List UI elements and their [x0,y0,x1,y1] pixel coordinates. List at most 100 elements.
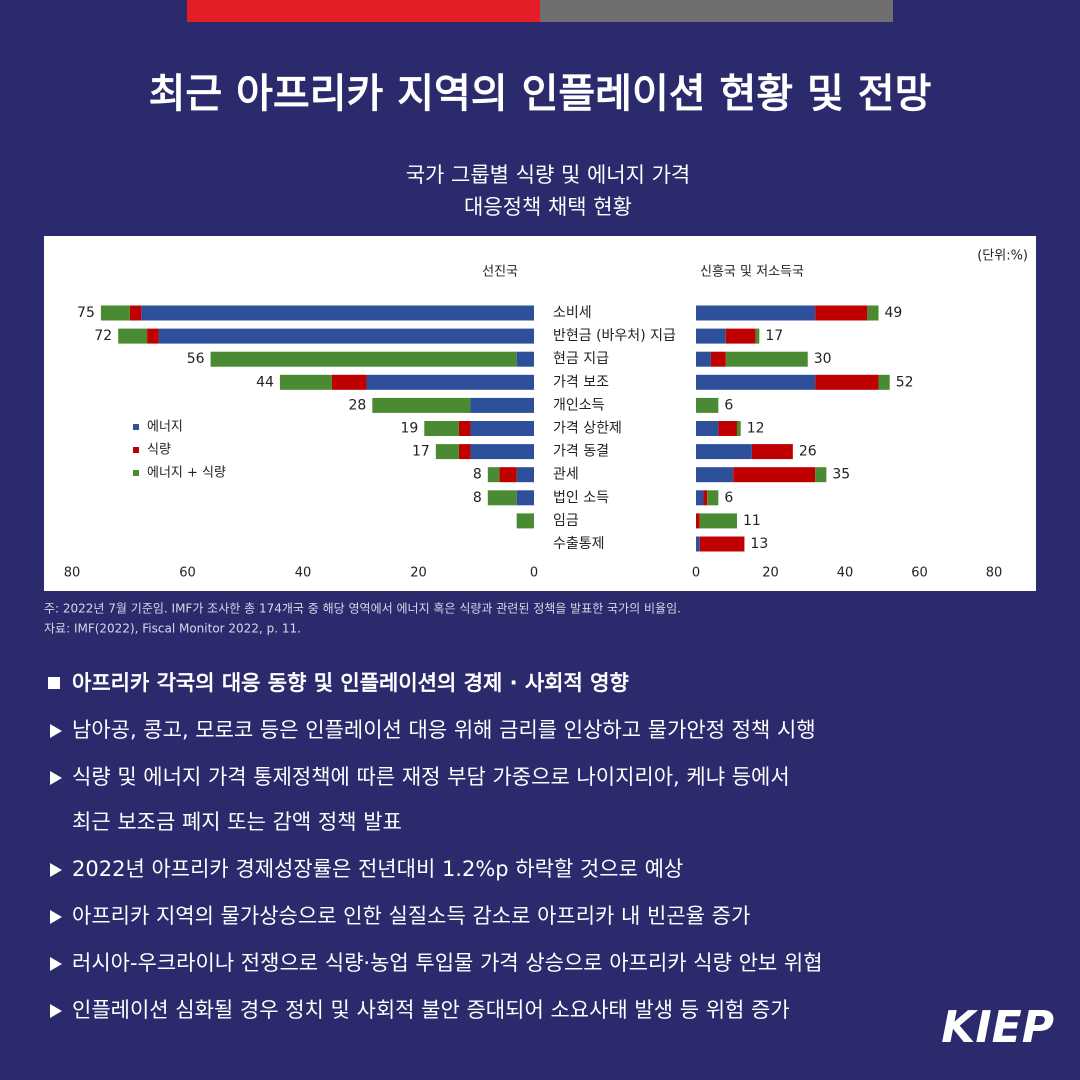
bar-segment [725,328,756,344]
bullet-arrow [50,910,62,924]
bar-segment [696,351,711,367]
bar-segment [516,467,534,483]
bar-segment [718,421,737,436]
bullet-arrow [50,1004,62,1018]
total-label: 8 [473,467,482,483]
x-tick-label: 0 [530,566,538,581]
bullet-text: 식량 및 에너지 가격 통제정책에 따른 재정 부담 가중으로 나이지리아, 케… [72,765,790,789]
x-tick-label: 0 [692,566,700,581]
bar-segment [707,490,719,506]
bar-segment [710,351,726,367]
bar-segment [118,328,148,344]
category-label: 가격 상한제 [553,421,622,437]
bullet-arrow [50,957,62,971]
total-label: 49 [885,305,903,321]
category-label: 현금 지급 [553,351,609,367]
bar-segment [878,374,890,390]
bar-segment [696,536,700,552]
bar-segment [815,374,879,390]
total-label: 30 [814,351,832,367]
bullet-arrow [50,771,62,785]
bar-segment [499,467,517,483]
bar-segment [424,421,459,436]
total-label: 19 [400,421,418,437]
bar-segment [696,328,726,344]
category-label: 수출통제 [553,536,605,552]
bar-segment [755,328,760,344]
total-label: 12 [747,421,765,437]
bar-segment [696,305,816,321]
bar-segment [435,444,459,460]
bar-segment [331,374,367,390]
bar-segment [696,490,704,506]
total-label: 17 [765,328,783,344]
bar-segment [158,328,534,344]
bar-segment [487,490,517,506]
bar-segment [699,536,745,552]
bar-segment [696,467,734,483]
bar-segment [129,305,142,321]
bar-segment [487,467,500,483]
category-label: 소비세 [553,305,592,321]
bar-segment [372,397,471,413]
total-label: 28 [348,397,366,413]
bar-segment [733,467,816,483]
section-heading: 아프리카 각국의 대응 동향 및 인플레이션의 경제 · 사회적 영향 [72,671,629,695]
bar-segment [815,467,827,483]
x-tick-label: 60 [911,566,928,581]
bar-segment [458,421,471,436]
total-label: 13 [750,536,768,552]
total-label: 6 [724,397,733,413]
bar-segment [470,421,534,436]
total-label: 17 [412,444,430,460]
bullet-text: 아프리카 지역의 물가상승으로 인한 실질소득 감소로 아프리카 내 빈곤율 증… [72,904,750,928]
legend-swatch [133,447,139,453]
bar-segment [696,421,719,436]
bullet-text: 남아공, 콩고, 모로코 등은 인플레이션 대응 위해 금리를 인상하고 물가안… [72,718,816,742]
chart-panel [44,236,1036,591]
bar-segment [751,444,793,460]
bullet-text: 2022년 아프리카 경제성장률은 전년대비 1.2%p 하락할 것으로 예상 [72,857,683,881]
bar-segment [516,351,534,367]
category-label: 개인소득 [553,397,605,413]
x-tick-label: 80 [64,566,81,581]
bullet-arrow [50,863,62,877]
bar-segment [210,351,517,367]
bar-segment [516,513,534,529]
bar-segment [696,513,700,529]
bullet-text: 인플레이션 심화될 경우 정치 및 사회적 불안 증대되어 소요사태 발생 등 … [72,998,790,1022]
bar-segment [141,305,535,321]
bar-segment [736,421,741,436]
bar-segment [470,397,534,413]
bar-segment [147,328,159,344]
bar-segment [470,444,534,460]
legend-label: 식량 [147,443,171,458]
category-label: 관세 [553,467,579,483]
chart-title: 국가 그룹별 식량 및 에너지 가격 [406,163,691,187]
category-label: 가격 동결 [553,444,609,460]
total-label: 75 [77,305,95,321]
bar-segment [699,513,737,529]
total-label: 6 [724,490,733,506]
unit-label: (단위:%) [977,249,1028,264]
section-bullet [48,677,60,689]
total-label: 26 [799,444,817,460]
top-bar-gray [540,0,893,22]
total-label: 44 [256,374,274,390]
bar-segment [703,490,708,506]
x-tick-label: 60 [179,566,196,581]
category-label: 반현금 (바우처) 지급 [553,328,676,344]
panel-title: 선진국 [482,265,518,280]
bar-segment [516,490,534,506]
x-tick-label: 20 [410,566,427,581]
legend-label: 에너지 + 식량 [147,466,226,481]
bar-segment [100,305,130,321]
x-tick-label: 40 [295,566,312,581]
total-label: 8 [473,490,482,506]
bar-segment [696,374,816,390]
logo: KIEP [941,1002,1054,1053]
legend-swatch [133,424,139,430]
bar-segment [696,397,719,413]
